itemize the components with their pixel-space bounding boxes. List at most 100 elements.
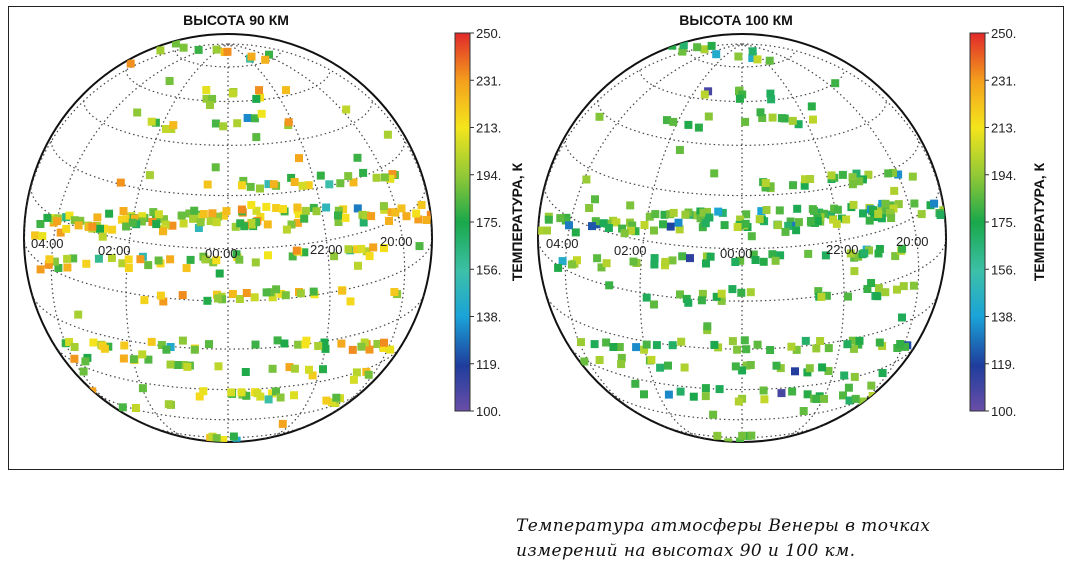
measurement-point xyxy=(838,170,847,179)
colorbar-tick-label: 250. xyxy=(476,26,501,41)
measurement-point xyxy=(165,77,174,85)
colorbar-ticks: 250. 231. 213. 194. 175. 156. 138. 119. 100. xyxy=(470,26,501,419)
measurement-point xyxy=(228,290,237,298)
parallel-line xyxy=(145,423,311,439)
measurement-point xyxy=(881,288,890,297)
measurement-point xyxy=(590,340,599,349)
meridian-line xyxy=(538,43,743,239)
measurement-point xyxy=(215,269,224,278)
measurement-point xyxy=(704,112,713,121)
measurement-point xyxy=(103,47,111,56)
measurement-point xyxy=(239,176,248,185)
measurement-point xyxy=(896,340,905,348)
measurement-point xyxy=(774,221,783,230)
measurement-point xyxy=(190,345,199,354)
data-points xyxy=(31,37,432,442)
measurement-point xyxy=(228,89,237,98)
measurement-point xyxy=(696,214,705,223)
measurement-point xyxy=(697,296,706,305)
parallel-line xyxy=(174,50,282,68)
panel-100km: ВЫСОТА 100 КМ 04:00 02:00 00:00 22:00 20… xyxy=(537,12,1047,443)
measurement-point xyxy=(751,256,760,264)
measurement-point xyxy=(917,210,926,219)
measurement-point xyxy=(314,342,323,350)
measurement-point xyxy=(867,279,876,287)
measurement-point xyxy=(253,389,262,398)
measurement-point xyxy=(348,345,357,354)
measurement-point xyxy=(190,206,199,215)
measurement-point xyxy=(144,261,153,270)
measurement-point xyxy=(316,171,325,180)
measurement-point xyxy=(354,261,362,270)
measurement-point xyxy=(304,181,313,190)
measurement-point xyxy=(589,395,598,404)
measurement-point xyxy=(100,344,109,353)
measurement-point xyxy=(858,397,867,406)
measurement-point xyxy=(861,404,870,413)
measurement-point xyxy=(898,244,907,253)
measurement-point xyxy=(353,153,362,162)
measurement-point xyxy=(839,391,847,400)
measurement-point xyxy=(647,355,656,364)
measurement-point xyxy=(712,50,721,59)
measurement-point xyxy=(736,215,745,224)
measurement-point xyxy=(910,199,919,208)
measurement-point xyxy=(262,288,271,297)
measurement-point xyxy=(183,362,192,371)
measurement-point xyxy=(214,362,223,371)
measurement-point xyxy=(179,43,188,52)
lon-label: 20:00 xyxy=(380,234,413,249)
measurement-point xyxy=(666,222,675,231)
measurement-point xyxy=(707,41,716,50)
longitude-labels: 04:00 02:00 00:00 22:00 20:00 xyxy=(31,234,413,261)
measurement-point xyxy=(159,297,168,306)
measurement-point xyxy=(194,224,203,232)
measurement-point xyxy=(214,212,222,221)
measurement-point xyxy=(386,174,395,183)
measurement-point xyxy=(390,288,399,296)
measurement-point xyxy=(668,256,677,265)
measurement-point xyxy=(344,172,353,181)
measurement-point xyxy=(293,218,302,227)
measurement-point xyxy=(816,337,825,345)
parallel-line xyxy=(606,390,878,421)
measurement-point xyxy=(800,181,809,190)
measurement-point xyxy=(380,244,388,253)
measurement-point xyxy=(242,289,251,297)
measurement-point xyxy=(65,338,74,346)
colorbar-tick-label: 231. xyxy=(991,73,1016,88)
measurement-point xyxy=(768,250,777,259)
measurement-point xyxy=(669,208,678,217)
measurement-point xyxy=(755,215,764,224)
colorbar-tick-label: 138. xyxy=(991,310,1016,325)
measurement-point xyxy=(301,206,310,215)
measurement-point xyxy=(322,396,331,405)
measurement-point xyxy=(788,116,797,125)
measurement-point xyxy=(632,343,641,352)
measurement-point xyxy=(618,224,627,233)
measurement-point xyxy=(740,336,749,345)
measurement-point xyxy=(894,391,903,400)
measurement-point xyxy=(869,206,877,215)
measurement-point xyxy=(107,254,116,262)
measurement-point xyxy=(642,293,651,302)
measurement-point xyxy=(660,210,669,219)
colorbar-label: ТЕМПЕРАТУРА, К xyxy=(509,162,525,281)
meridian-line xyxy=(227,43,406,415)
measurement-point xyxy=(815,208,824,217)
measurement-point xyxy=(538,226,543,235)
measurement-point xyxy=(893,285,901,294)
measurement-point xyxy=(771,256,780,265)
meridian-line xyxy=(227,43,432,239)
measurement-point xyxy=(69,254,78,263)
colorbar-tick-label: 138. xyxy=(476,310,501,325)
measurement-point xyxy=(840,371,849,380)
measurement-point xyxy=(820,394,828,403)
measurement-point xyxy=(580,357,589,366)
measurement-point xyxy=(668,341,677,350)
measurement-point xyxy=(236,219,245,228)
measurement-point xyxy=(196,218,205,227)
measurement-point xyxy=(855,336,864,345)
data-points xyxy=(538,40,946,442)
measurement-point xyxy=(746,361,755,369)
